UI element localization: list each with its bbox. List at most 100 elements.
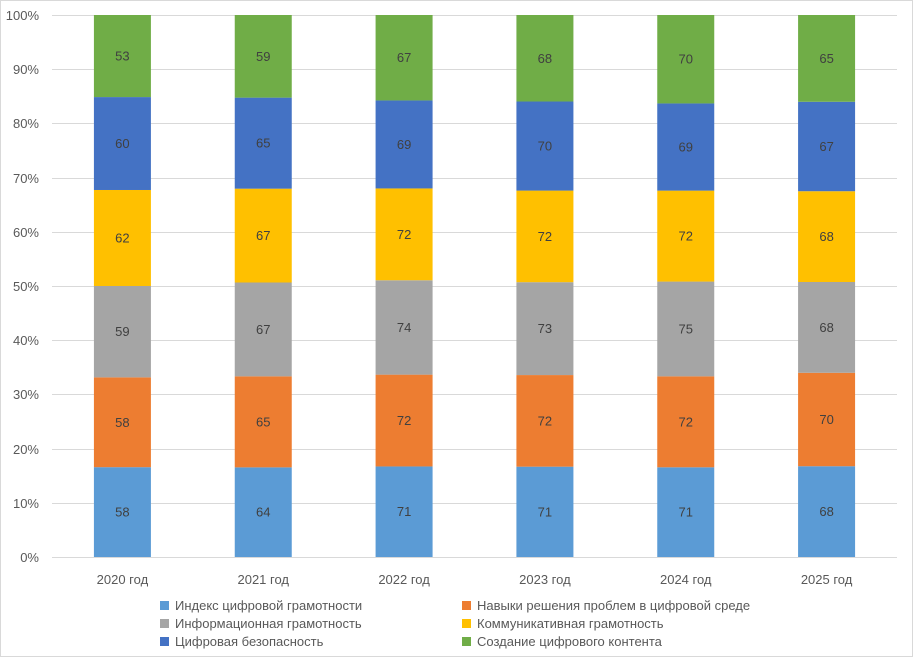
data-label: 65 <box>819 51 833 66</box>
legend-swatch <box>160 619 169 628</box>
data-label: 69 <box>397 137 411 152</box>
y-tick-label: 100% <box>6 8 40 23</box>
x-tick-label: 2020 год <box>97 572 149 587</box>
data-labels: 58 58 59 62 60 53 64 65 67 67 65 59 71 72 74 72 69 67 71 72… <box>115 49 834 520</box>
y-tick-label: 90% <box>13 62 39 77</box>
bar-segment <box>657 376 715 468</box>
x-tick-label: 2022 год <box>378 572 430 587</box>
bar-segment <box>234 15 292 98</box>
legend-swatch <box>462 637 471 646</box>
y-tick-label: 10% <box>13 496 39 511</box>
bar-segment <box>375 374 433 467</box>
legend-swatch <box>160 601 169 610</box>
y-tick-label: 80% <box>13 116 39 131</box>
data-label: 69 <box>679 140 693 155</box>
bar-segment <box>516 375 574 467</box>
data-label: 68 <box>819 504 833 519</box>
bar-segment <box>375 466 433 557</box>
legend-swatch <box>462 601 471 610</box>
bar-segment <box>234 467 292 557</box>
data-label: 72 <box>538 229 552 244</box>
x-axis-ticks: 2020 год 2021 год 2022 год 2023 год 2024 год… <box>97 572 853 587</box>
data-label: 67 <box>256 228 270 243</box>
legend-label: Цифровая безопасность <box>175 634 324 649</box>
data-label: 65 <box>256 136 270 151</box>
data-label: 68 <box>819 320 833 335</box>
bar-segment <box>93 286 151 378</box>
x-tick-label: 2023 год <box>519 572 571 587</box>
bar-segment <box>375 100 433 189</box>
bar-segment <box>234 188 292 283</box>
bar-segment <box>516 190 574 283</box>
legend: Индекс цифровой грамотности Навыки решен… <box>160 597 800 650</box>
data-label: 68 <box>538 51 552 66</box>
data-label: 72 <box>679 229 693 244</box>
data-label: 70 <box>538 139 552 154</box>
data-label: 53 <box>115 49 129 64</box>
bar-segment <box>657 281 715 377</box>
y-tick-label: 50% <box>13 279 39 294</box>
legend-swatch <box>462 619 471 628</box>
bar-segment <box>375 15 433 101</box>
bar-segment <box>234 282 292 377</box>
bar-segment <box>93 189 151 286</box>
x-tick-label: 2021 год <box>237 572 289 587</box>
data-label: 58 <box>115 415 129 430</box>
data-label: 64 <box>256 505 270 520</box>
bar-segment <box>798 191 856 282</box>
legend-item: Навыки решения проблем в цифровой среде <box>462 597 782 614</box>
data-label: 72 <box>397 227 411 242</box>
y-tick-label: 70% <box>13 171 39 186</box>
bar-segment <box>234 97 292 189</box>
bar-segment <box>93 15 151 98</box>
data-label: 70 <box>819 412 833 427</box>
data-label: 68 <box>819 229 833 244</box>
data-label: 72 <box>679 414 693 429</box>
bar-segment <box>657 190 715 282</box>
bar-segment <box>798 15 856 102</box>
legend-label: Создание цифрового контента <box>477 634 662 649</box>
y-tick-label: 20% <box>13 442 39 457</box>
bar-segment <box>93 467 151 557</box>
legend-item: Коммуникативная грамотность <box>462 615 782 632</box>
legend-swatch <box>160 637 169 646</box>
data-label: 65 <box>256 414 270 429</box>
y-tick-label: 0% <box>20 550 39 565</box>
legend-label: Индекс цифровой грамотности <box>175 598 363 613</box>
bar-segment <box>798 101 856 192</box>
legend-item: Информационная грамотность <box>160 615 462 632</box>
data-label: 74 <box>397 320 411 335</box>
legend-item: Создание цифрового контента <box>462 633 782 650</box>
data-label: 62 <box>115 230 129 245</box>
data-label: 67 <box>397 50 411 65</box>
legend-item: Индекс цифровой грамотности <box>160 597 462 614</box>
data-label: 72 <box>538 413 552 428</box>
bar-segment <box>657 15 715 104</box>
bar-segment <box>93 97 151 190</box>
gridlines <box>52 15 897 558</box>
y-tick-label: 30% <box>13 387 39 402</box>
bar-segment <box>375 280 433 375</box>
data-label: 58 <box>115 505 129 520</box>
bar-segment <box>234 376 292 468</box>
data-label: 72 <box>397 413 411 428</box>
legend-item: Цифровая безопасность <box>160 633 462 650</box>
data-label: 67 <box>256 322 270 337</box>
bar-segment <box>516 466 574 557</box>
legend-label: Коммуникативная грамотность <box>477 616 664 631</box>
data-label: 71 <box>397 504 411 519</box>
data-label: 59 <box>115 324 129 339</box>
legend-label: Информационная грамотность <box>175 616 362 631</box>
x-tick-label: 2024 год <box>660 572 712 587</box>
data-label: 75 <box>679 321 693 336</box>
bar-segment <box>657 467 715 557</box>
x-tick-label: 2025 год <box>801 572 853 587</box>
bar-segment <box>798 281 856 373</box>
bar-segment <box>516 282 574 376</box>
bar-segment <box>93 377 151 468</box>
bars <box>93 15 856 557</box>
data-label: 67 <box>819 139 833 154</box>
bar-segment <box>516 101 574 191</box>
y-tick-label: 40% <box>13 333 39 348</box>
